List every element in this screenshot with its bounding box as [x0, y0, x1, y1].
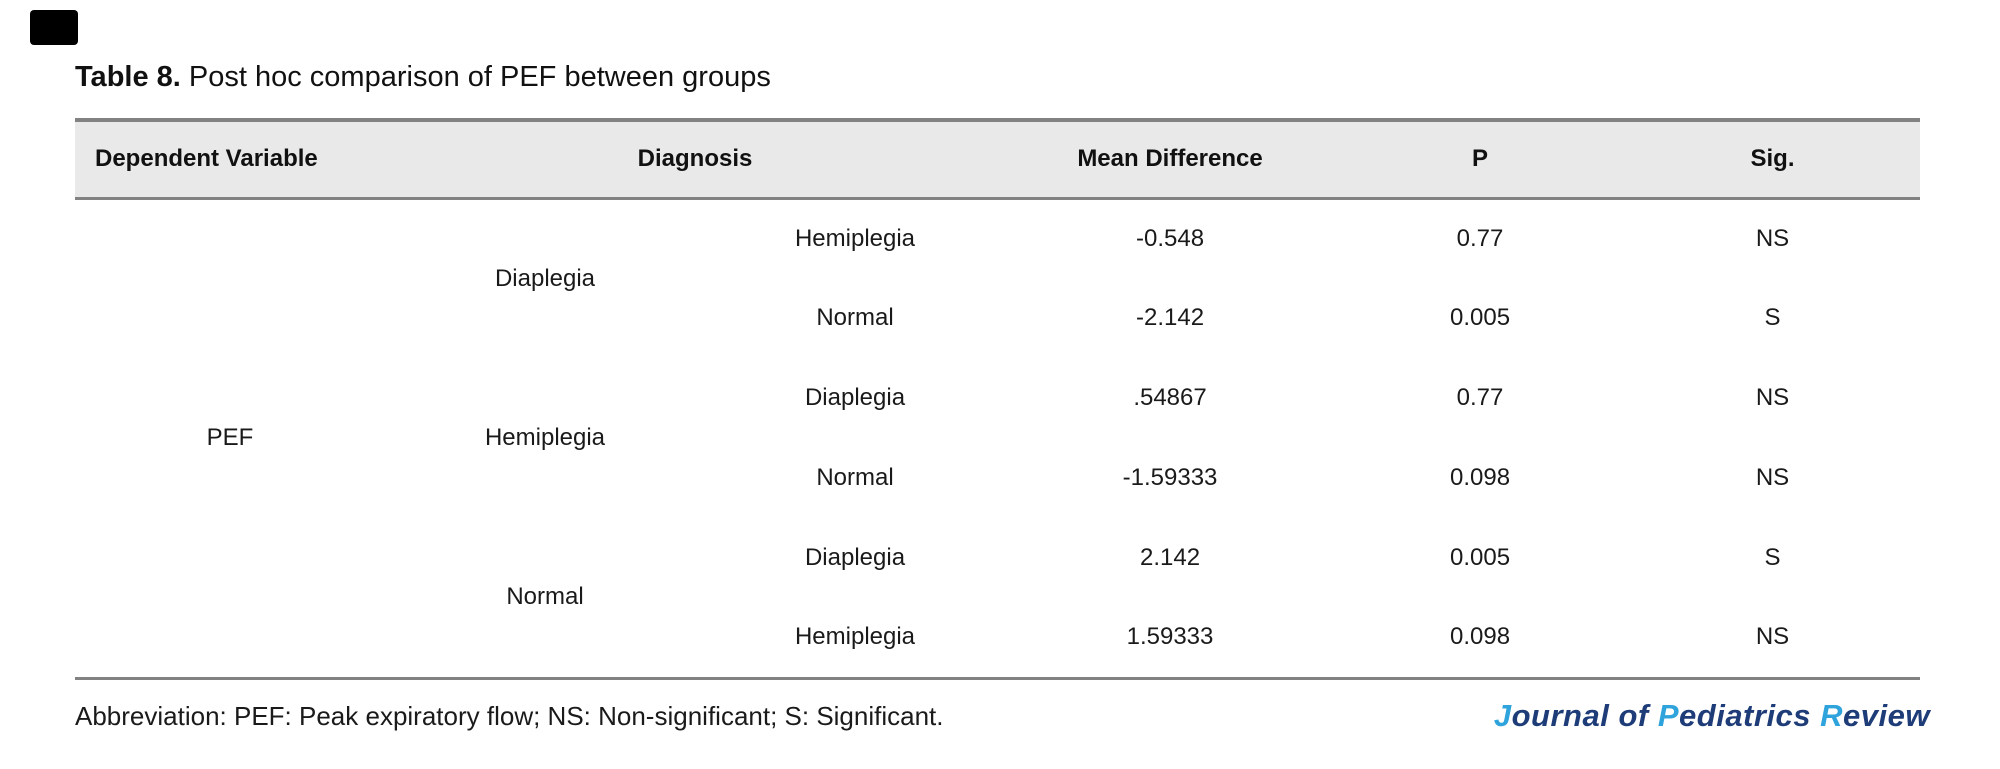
- table-number-label: Table 8.: [75, 61, 181, 93]
- cell-significance: NS: [1755, 224, 1790, 252]
- cell-p-value: 0.005: [1449, 304, 1511, 331]
- col-header-sig: Sig.: [1625, 120, 1921, 200]
- logo-word-eview: eview: [1843, 698, 1930, 733]
- cell-mean-difference: -0.548: [1135, 224, 1205, 252]
- logo-letter-p: P: [1657, 698, 1680, 733]
- header-row: Dependent Variable Diagnosis Mean Differ…: [75, 120, 1921, 200]
- cell-p-value: 0.77: [1456, 384, 1504, 411]
- cell-significance: S: [1764, 304, 1781, 331]
- cell-p-value: 0.098: [1449, 623, 1511, 651]
- logo-letter-j: J: [1493, 698, 1512, 733]
- table-row: PEF Diaplegia Hemiplegia -0.548 0.77 NS: [75, 198, 1920, 451]
- cell-significance: S: [1764, 544, 1781, 571]
- cell-diagnosis-compared: Normal: [816, 464, 894, 491]
- table-row: Hemiplegia 1.59333 0.098 NS: [75, 598, 1920, 678]
- corner-mark: [30, 10, 78, 45]
- table-row: Normal -1.59333 0.098 NS: [75, 438, 1920, 518]
- cell-mean-difference: -2.142: [1135, 304, 1205, 331]
- col-header-mean-difference: Mean Difference: [1005, 120, 1336, 200]
- table-row: Hemiplegia Diaplegia .54867 0.77 NS: [75, 358, 1920, 451]
- table-title: Table 8. Post hoc comparison of PEF betw…: [75, 58, 771, 96]
- cell-diagnosis-compared: Normal: [816, 304, 894, 331]
- cell-significance: NS: [1755, 384, 1790, 411]
- cell-diagnosis-group: Hemiplegia: [484, 424, 606, 451]
- journal-logo: Journal of Pediatrics Review: [1494, 698, 1930, 734]
- cell-diagnosis-group: Normal: [506, 583, 584, 611]
- logo-letter-r: R: [1820, 698, 1844, 733]
- cell-diagnosis-group: Diaplegia: [494, 264, 596, 292]
- cell-mean-difference: 1.59333: [1126, 623, 1214, 651]
- cell-diagnosis-compared: Diaplegia: [804, 544, 906, 571]
- logo-word-ournal-of: ournal of: [1511, 698, 1658, 733]
- table-caption: Post hoc comparison of PEF between group…: [180, 61, 771, 93]
- posthoc-table: Dependent Variable Diagnosis Mean Differ…: [75, 118, 1921, 680]
- cell-diagnosis-compared: Hemiplegia: [794, 224, 916, 252]
- table-row: Normal Diaplegia 2.142 0.005 S: [75, 518, 1920, 610]
- cell-p-value: 0.098: [1449, 464, 1511, 491]
- col-header-diagnosis: Diagnosis: [385, 120, 1006, 200]
- cell-mean-difference: -1.59333: [1122, 464, 1218, 491]
- cell-mean-difference: .54867: [1133, 384, 1207, 411]
- cell-p-value: 0.77: [1456, 224, 1504, 252]
- col-header-p: P: [1335, 120, 1626, 200]
- cell-dependent-variable: PEF: [206, 424, 254, 451]
- logo-word-ediatrics: ediatrics: [1679, 698, 1821, 733]
- cell-p-value: 0.005: [1449, 544, 1511, 571]
- cell-diagnosis-compared: Diaplegia: [804, 384, 906, 411]
- cell-significance: NS: [1755, 464, 1790, 491]
- table-footer: Abbreviation: PEF: Peak expiratory flow;…: [75, 698, 1930, 734]
- table-row: Normal -2.142 0.005 S: [75, 278, 1920, 358]
- cell-significance: NS: [1755, 623, 1790, 651]
- abbreviation-note: Abbreviation: PEF: Peak expiratory flow;…: [75, 701, 944, 731]
- cell-diagnosis-compared: Hemiplegia: [794, 623, 916, 651]
- col-header-dependent-variable: Dependent Variable: [75, 120, 385, 200]
- cell-mean-difference: 2.142: [1139, 544, 1201, 571]
